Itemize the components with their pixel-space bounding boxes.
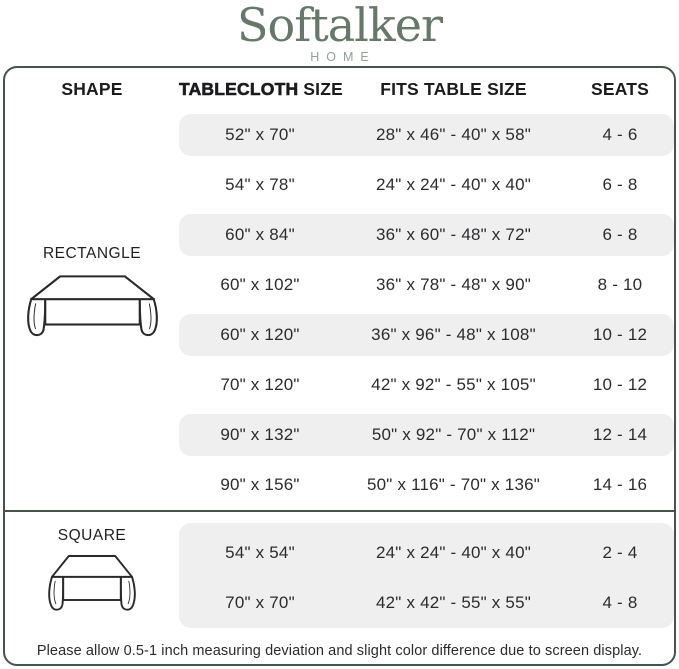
tablecloth-size-value: 90" x 156": [220, 475, 300, 494]
table-row: 54" x 54" 24" x 24" - 40" x 40" 2 - 4: [5, 528, 674, 578]
table-row: 54" x 78" 24" x 24" - 40" x 40" 6 - 8: [5, 160, 674, 210]
square-shape-cell: SQUARE: [5, 512, 179, 634]
table-row: 90" x 132" 50" x 92" - 70" x 112" 12 - 1…: [5, 410, 674, 460]
col-header-shape: SHAPE: [61, 78, 123, 99]
seats-value: 4 - 6: [602, 125, 638, 144]
table-row: 90" x 156" 50" x 116" - 70" x 136" 14 - …: [5, 460, 674, 510]
fits-table-size-value: 24" x 24" - 40" x 40": [376, 543, 531, 562]
rectangle-shape-cell: RECTANGLE: [5, 110, 179, 510]
seats-value: 10 - 12: [592, 325, 648, 344]
seats-value: 4 - 8: [602, 593, 638, 612]
table-row: 60" x 102" 36" x 78" - 48" x 90" 8 - 10: [5, 260, 674, 310]
brand-subtitle: HOME: [310, 49, 376, 64]
tablecloth-size-value: 54" x 54": [225, 543, 295, 562]
square-section: SQUARE 54" x 54" 24" x 24" - 40" x 40": [5, 510, 674, 634]
fits-table-size-value: 28" x 46" - 40" x 58": [376, 125, 531, 144]
fits-table-size-value: 24" x 24" - 40" x 40": [376, 175, 531, 194]
table-header-row: SHAPE TABLECLOTH SIZE FITS TABLE SIZE SEA…: [5, 68, 674, 110]
tablecloth-size-value: 54" x 78": [225, 175, 295, 194]
fits-table-size-value: 36" x 96" - 48" x 108": [371, 325, 536, 344]
fits-table-size-value: 36" x 60" - 48" x 72": [376, 225, 531, 244]
table-row: 52" x 70" 28" x 46" - 40" x 58" 4 - 6: [5, 110, 674, 160]
seats-value: 6 - 8: [602, 175, 638, 194]
fits-table-size-value: 50" x 116" - 70" x 136": [366, 475, 541, 494]
tablecloth-size-value: 70" x 70": [225, 593, 295, 612]
shape-label-square: SQUARE: [57, 527, 127, 544]
seats-value: 2 - 4: [602, 543, 638, 562]
tablecloth-size-value: 60" x 102": [220, 275, 300, 294]
seats-value: 14 - 16: [592, 475, 648, 494]
col-header-tablecloth-size: TABLECLOTH SIZE: [179, 78, 343, 100]
seats-value: 10 - 12: [592, 375, 648, 394]
table-row: 60" x 120" 36" x 96" - 48" x 108" 10 - 1…: [5, 310, 674, 360]
measuring-deviation-note: Please allow 0.5-1 inch measuring deviat…: [36, 643, 643, 659]
tablecloth-size-value: 90" x 132": [220, 425, 300, 444]
square-tablecloth-icon: [48, 555, 136, 611]
square-rows-background: [179, 523, 674, 628]
table-row: 70" x 70" 42" x 42" - 55" x 55" 4 - 8: [5, 578, 674, 628]
table-row: 60" x 84" 36" x 60" - 48" x 72" 6 - 8: [5, 210, 674, 260]
fits-table-size-value: 36" x 78" - 48" x 90": [376, 275, 531, 294]
square-rows: 54" x 54" 24" x 24" - 40" x 40" 2 - 4 70…: [5, 528, 674, 628]
seats-value: 6 - 8: [602, 225, 638, 244]
brand-logo: Softalker HOME: [0, 2, 679, 64]
size-chart-table: SHAPE TABLECLOTH SIZE FITS TABLE SIZE SEA…: [3, 66, 676, 666]
brand-name: Softalker: [237, 0, 443, 52]
tablecloth-size-value: 60" x 120": [220, 325, 300, 344]
shape-label-rectangle: RECTANGLE: [42, 245, 142, 262]
col-header-size-word: SIZE: [303, 78, 343, 99]
tablecloth-size-value: 52" x 70": [225, 125, 295, 144]
fits-table-size-value: 42" x 92" - 55" x 105": [371, 375, 536, 394]
fits-table-size-value: 42" x 42" - 55" x 55": [376, 593, 531, 612]
table-row: 70" x 120" 42" x 92" - 55" x 105" 10 - 1…: [5, 360, 674, 410]
seats-value: 8 - 10: [597, 275, 643, 294]
rectangle-section: RECTANGLE 52" x 70" 28" x 46" - 40" x 58…: [5, 110, 674, 510]
col-header-tablecloth-word: TABLECLOTH: [179, 78, 299, 99]
tablecloth-size-value: 60" x 84": [225, 225, 295, 244]
col-header-fits-table-size: FITS TABLE SIZE: [380, 78, 527, 99]
tablecloth-size-value: 70" x 120": [220, 375, 300, 394]
fits-table-size-value: 50" x 92" - 70" x 112": [371, 425, 536, 444]
seats-value: 12 - 14: [592, 425, 648, 444]
rectangle-tablecloth-icon: [27, 275, 158, 337]
col-header-seats: SEATS: [590, 78, 650, 99]
